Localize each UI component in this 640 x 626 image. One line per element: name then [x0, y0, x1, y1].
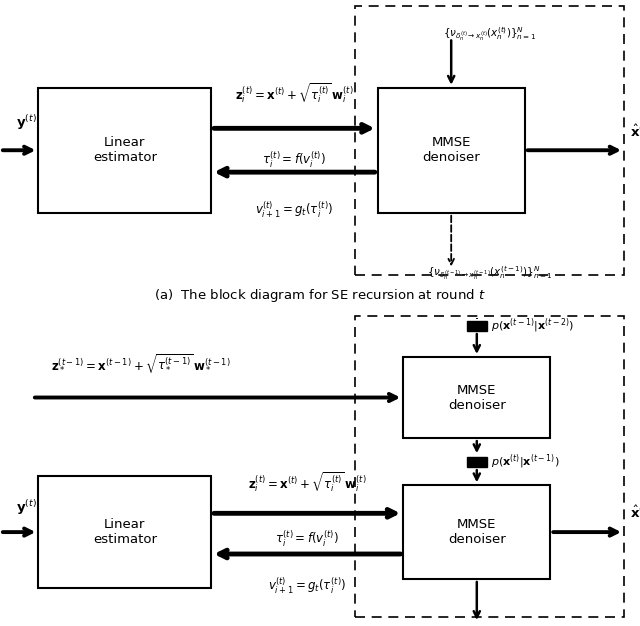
- Bar: [467, 321, 487, 331]
- Bar: [378, 88, 525, 213]
- Text: $\mathbf{y}^{(t)}$: $\mathbf{y}^{(t)}$: [16, 113, 36, 131]
- Bar: [467, 457, 487, 467]
- Text: $p(\mathbf{x}^{(t)}|\mathbf{x}^{(t-1)})$: $p(\mathbf{x}^{(t)}|\mathbf{x}^{(t-1)})$: [491, 453, 559, 471]
- Text: MMSE
denoiser: MMSE denoiser: [422, 136, 480, 164]
- Bar: [403, 485, 550, 579]
- Text: MMSE
denoiser: MMSE denoiser: [448, 518, 506, 546]
- Text: $v_{i+1}^{(t)} = g_t(\tau_i^{(t)})$: $v_{i+1}^{(t)} = g_t(\tau_i^{(t)})$: [268, 576, 346, 596]
- Text: $v_{i+1}^{(t)} = g_t(\tau_i^{(t)})$: $v_{i+1}^{(t)} = g_t(\tau_i^{(t)})$: [255, 200, 333, 220]
- Text: Linear
estimator: Linear estimator: [93, 518, 157, 546]
- Text: $\{\nu_{\delta_n^{(t-1)}\to x_n^{(t-1)}}(x_n^{(t-1)})\}_{n=1}^N$: $\{\nu_{\delta_n^{(t-1)}\to x_n^{(t-1)}}…: [427, 265, 552, 282]
- Text: (a)  The block diagram for SE recursion at round $t$: (a) The block diagram for SE recursion a…: [154, 287, 486, 304]
- Text: $\tau_i^{(t)} = f(v_i^{(t)})$: $\tau_i^{(t)} = f(v_i^{(t)})$: [262, 150, 326, 170]
- Bar: [355, 316, 624, 617]
- Text: $p(\mathbf{x}^{(t-1)}|\mathbf{x}^{(t-2)})$: $p(\mathbf{x}^{(t-1)}|\mathbf{x}^{(t-2)}…: [491, 316, 574, 335]
- Text: Linear
estimator: Linear estimator: [93, 136, 157, 164]
- Bar: [403, 357, 550, 438]
- Text: $\mathbf{y}^{(t)}$: $\mathbf{y}^{(t)}$: [16, 498, 36, 516]
- Text: $\hat{\mathbf{x}}^{(t)}$: $\hat{\mathbf{x}}^{(t)}$: [630, 505, 640, 521]
- Bar: [38, 88, 211, 213]
- Text: $\hat{\mathbf{x}}^{(t)}$: $\hat{\mathbf{x}}^{(t)}$: [630, 123, 640, 140]
- Text: $\mathbf{z}_*^{(t-1)} = \mathbf{x}^{(t-1)} + \sqrt{\tau_*^{(t-1)}}\,\mathbf{w}_*: $\mathbf{z}_*^{(t-1)} = \mathbf{x}^{(t-1…: [51, 352, 231, 376]
- Text: $\mathbf{z}_i^{(t)} = \mathbf{x}^{(t)} + \sqrt{\tau_i^{(t)}}\,\mathbf{w}_i^{(t)}: $\mathbf{z}_i^{(t)} = \mathbf{x}^{(t)} +…: [235, 82, 354, 106]
- Text: $\mathbf{z}_i^{(t)} = \mathbf{x}^{(t)} + \sqrt{\tau_i^{(t)}}\,\mathbf{w}_i^{(t)}: $\mathbf{z}_i^{(t)} = \mathbf{x}^{(t)} +…: [248, 470, 367, 495]
- Bar: [38, 476, 211, 588]
- Text: $\{\nu_{\delta_n^{(t)}\to x_n^{(t)}}(x_n^{(t)})\}_{n=1}^N$: $\{\nu_{\delta_n^{(t)}\to x_n^{(t)}}(x_n…: [443, 25, 536, 43]
- Bar: [355, 6, 624, 275]
- Text: $\tau_i^{(t)} = f(v_i^{(t)})$: $\tau_i^{(t)} = f(v_i^{(t)})$: [275, 529, 339, 549]
- Text: MMSE
denoiser: MMSE denoiser: [448, 384, 506, 411]
